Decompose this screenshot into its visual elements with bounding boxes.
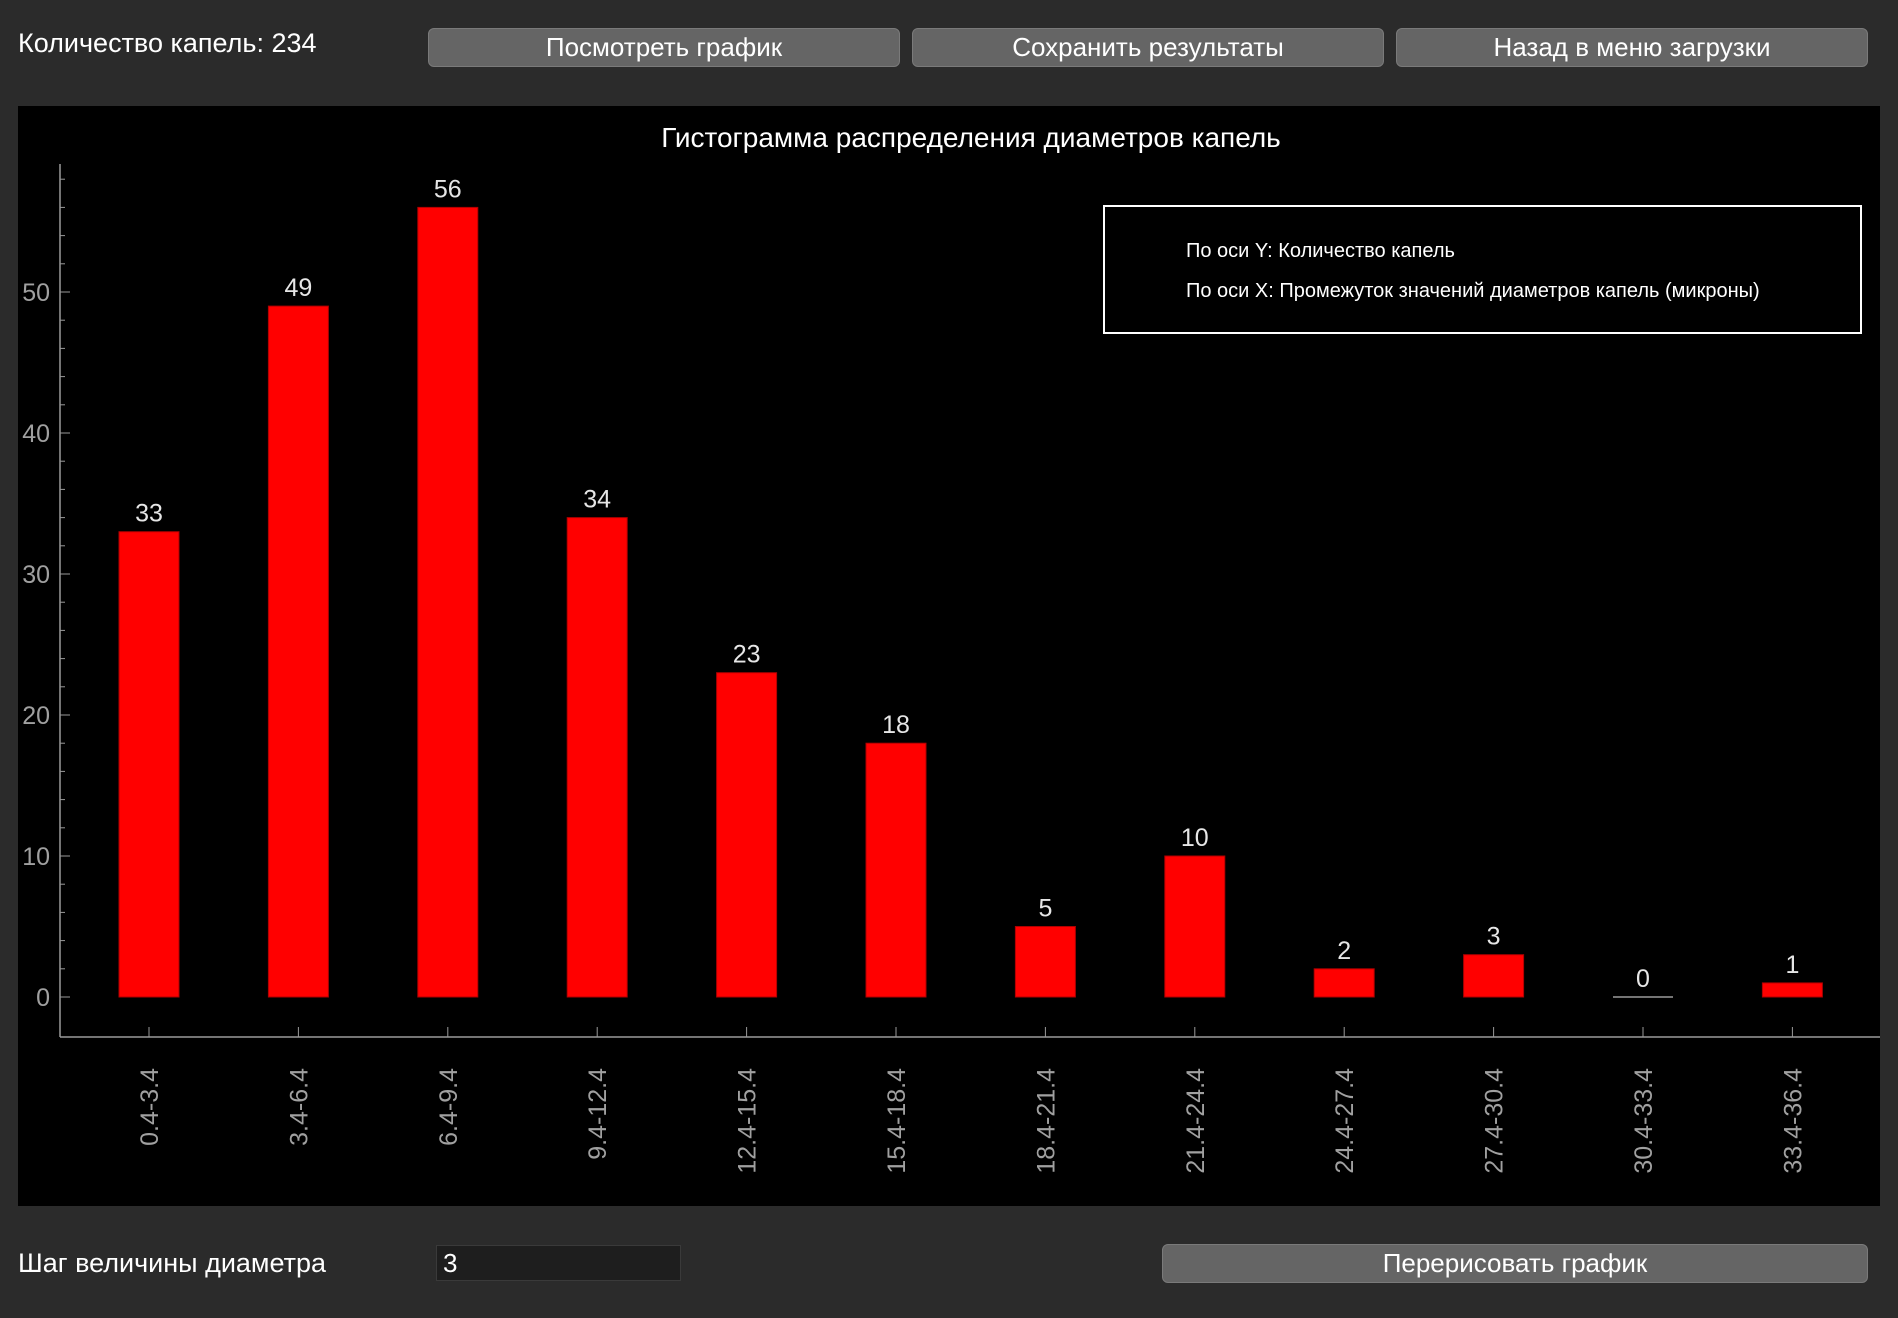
save-results-button[interactable]: Сохранить результаты bbox=[912, 28, 1384, 67]
diameter-step-input[interactable] bbox=[436, 1245, 681, 1281]
bar-value-label: 5 bbox=[1038, 895, 1052, 923]
bar-value-label: 49 bbox=[284, 274, 312, 302]
diameter-step-label: Шаг величины диаметра bbox=[18, 1248, 327, 1278]
histogram-bar bbox=[566, 517, 628, 998]
chart-axes bbox=[59, 164, 1880, 1038]
bar-value-label: 3 bbox=[1487, 923, 1501, 951]
x-axis-ticks: 0.4-3.4 3.4-6.4 6.4-9.4 9.4-12.4 12.4-15.4 15… bbox=[136, 1027, 1807, 1174]
bar-value-label: 56 bbox=[434, 175, 462, 203]
view-chart-button[interactable]: Посмотреть график bbox=[428, 28, 900, 67]
x-tick-label: 0.4-3.4 bbox=[136, 1068, 164, 1146]
x-tick-label: 3.4-6.4 bbox=[285, 1068, 313, 1146]
y-tick-label: 50 bbox=[22, 279, 50, 307]
x-tick-label: 12.4-15.4 bbox=[734, 1068, 762, 1174]
histogram-bar bbox=[1761, 982, 1823, 998]
y-tick-label: 40 bbox=[22, 420, 50, 448]
bar-value-label: 34 bbox=[583, 486, 611, 514]
legend-y-axis-text: По оси Y: Количество капель bbox=[1186, 240, 1455, 262]
drop-count-label: Количество капель: 234 bbox=[18, 28, 317, 58]
redraw-chart-button[interactable]: Перерисовать график bbox=[1162, 1244, 1868, 1283]
legend-x-axis-text: По оси X: Промежуток значений диаметров … bbox=[1186, 280, 1760, 302]
x-tick-label: 15.4-18.4 bbox=[883, 1068, 911, 1174]
legend-box bbox=[1103, 205, 1862, 334]
histogram-bar bbox=[1164, 855, 1226, 998]
histogram-bar bbox=[267, 305, 329, 998]
histogram-chart: Гистограмма распределения диаметров капе… bbox=[18, 106, 1880, 1206]
y-tick-label: 30 bbox=[22, 561, 50, 589]
bar-value-label: 0 bbox=[1636, 965, 1650, 993]
chart-legend: По оси Y: Количество капель По оси X: Пр… bbox=[1103, 205, 1862, 334]
histogram-bar bbox=[118, 531, 180, 998]
x-tick-label: 30.4-33.4 bbox=[1630, 1068, 1658, 1174]
bar-value-label: 33 bbox=[135, 500, 163, 528]
histogram-bar bbox=[865, 742, 927, 998]
x-tick-label: 9.4-12.4 bbox=[584, 1068, 612, 1160]
x-tick-label: 21.4-24.4 bbox=[1182, 1068, 1210, 1174]
x-tick-label: 27.4-30.4 bbox=[1481, 1068, 1509, 1174]
y-tick-label: 20 bbox=[22, 702, 50, 730]
back-to-load-menu-button[interactable]: Назад в меню загрузки bbox=[1396, 28, 1868, 67]
y-axis-ticks: 0 10 20 30 40 50 bbox=[22, 178, 70, 1012]
x-tick-label: 6.4-9.4 bbox=[435, 1068, 463, 1146]
bar-value-label: 23 bbox=[733, 641, 761, 669]
bar-value-label: 18 bbox=[882, 711, 910, 739]
histogram-bar bbox=[1463, 954, 1525, 998]
x-tick-label: 33.4-36.4 bbox=[1779, 1068, 1807, 1174]
histogram-svg: Гистограмма распределения диаметров капе… bbox=[22, 122, 1880, 1174]
y-tick-label: 10 bbox=[22, 843, 50, 871]
bar-value-label: 2 bbox=[1337, 937, 1351, 965]
histogram-bar bbox=[1313, 968, 1375, 998]
bar-value-label: 10 bbox=[1181, 824, 1209, 852]
histogram-bar bbox=[716, 672, 778, 998]
histogram-bar bbox=[417, 206, 479, 998]
bar-value-label: 1 bbox=[1785, 951, 1799, 979]
y-tick-label: 0 bbox=[36, 984, 50, 1012]
chart-title: Гистограмма распределения диаметров капе… bbox=[661, 122, 1281, 153]
histogram-bar bbox=[1014, 926, 1076, 998]
x-tick-label: 18.4-21.4 bbox=[1032, 1068, 1060, 1174]
x-tick-label: 24.4-27.4 bbox=[1331, 1068, 1359, 1174]
